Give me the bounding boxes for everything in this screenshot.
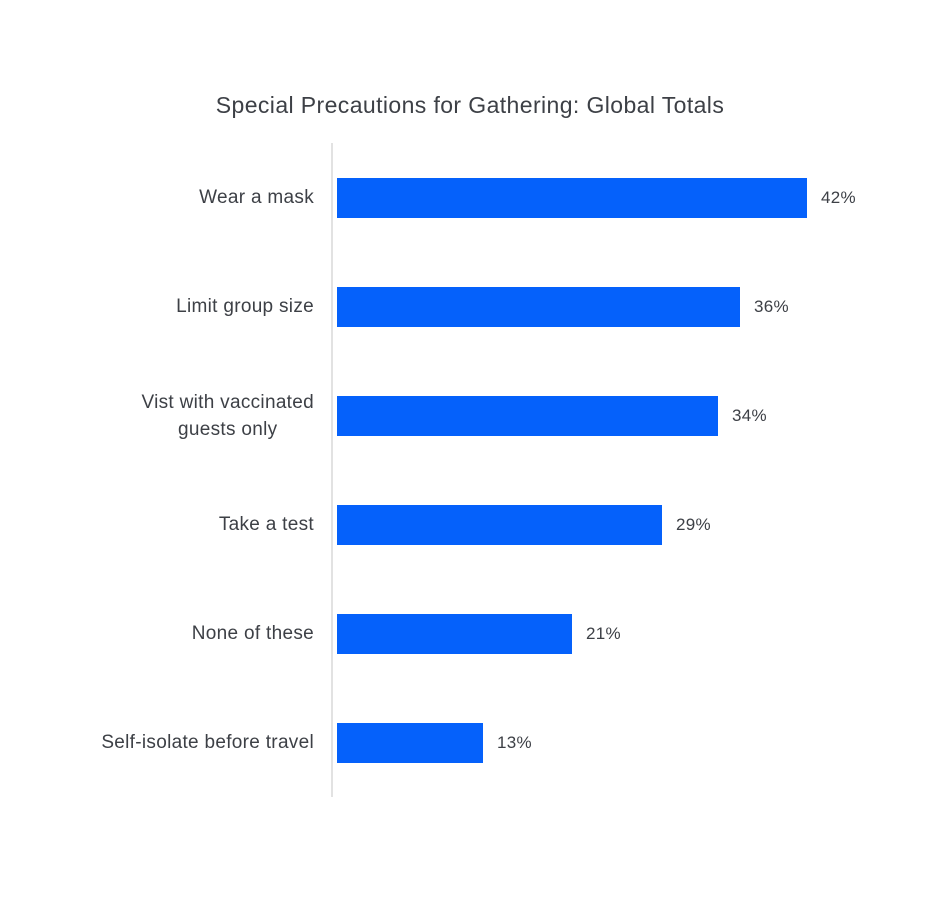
category-label: Limit group size: [0, 293, 331, 320]
bar-row: None of these 21%: [0, 579, 940, 688]
value-label: 34%: [732, 405, 767, 425]
category-label-text: Take a test: [218, 514, 314, 535]
value-label: 21%: [586, 623, 621, 643]
bar-track: 29%: [331, 504, 940, 545]
bar-track: 42%: [331, 177, 940, 218]
bar: [337, 722, 483, 763]
y-axis-line: [331, 143, 333, 797]
bar: [337, 395, 718, 436]
bar-track: 36%: [331, 286, 940, 327]
category-label-text: None of these: [191, 623, 314, 644]
bar: [337, 504, 662, 545]
category-label: Wear a mask: [0, 184, 331, 211]
value-label: 36%: [754, 296, 789, 316]
value-label: 42%: [821, 187, 856, 207]
bar-row: Limit group size 36%: [0, 252, 940, 361]
bar-row: Self-isolate before travel 13%: [0, 688, 940, 797]
bar-track: 21%: [331, 613, 940, 654]
category-label: Self-isolate before travel: [0, 729, 331, 756]
bar: [337, 177, 807, 218]
bar: [337, 613, 572, 654]
bar-row: Vist with vaccinated guests only 34%: [0, 361, 940, 470]
category-label-text: Limit group size: [176, 296, 314, 317]
bar-track: 34%: [331, 395, 940, 436]
category-label-text: Self-isolate before travel: [101, 732, 314, 753]
bar-row: Wear a mask 42%: [0, 143, 940, 252]
bar-row: Take a test 29%: [0, 470, 940, 579]
bar: [337, 286, 740, 327]
plot-area: Wear a mask 42% Limit group size 36% Vist wi…: [0, 143, 940, 797]
value-label: 13%: [497, 732, 532, 752]
category-label: Take a test: [0, 511, 331, 538]
value-label: 29%: [676, 514, 711, 534]
category-label: None of these: [0, 620, 331, 647]
chart-title: Special Precautions for Gathering: Globa…: [215, 92, 725, 118]
category-label-text: Wear a mask: [199, 187, 314, 208]
bar-track: 13%: [331, 722, 940, 763]
category-label: Vist with vaccinated guests only: [0, 389, 331, 443]
category-label-text: Vist with vaccinated guests only: [141, 391, 314, 440]
